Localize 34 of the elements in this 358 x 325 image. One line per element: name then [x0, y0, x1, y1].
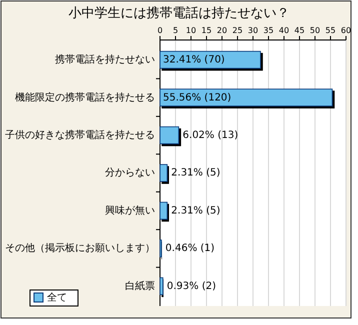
data-label: 2.31% (5) — [171, 168, 220, 179]
data-label: 0.46% (1) — [165, 243, 215, 254]
y-tick-label: 子供の好きな携帯電話を持たせる — [5, 129, 155, 142]
x-tick-label: 0 — [157, 26, 163, 35]
bar — [160, 126, 180, 144]
x-tick-label: 55 — [325, 26, 336, 35]
y-tick-label: 分からない — [105, 166, 155, 179]
x-tick-label: 5 — [172, 26, 178, 35]
data-label: 32.41% (70) — [163, 54, 225, 66]
chart-title: 小中学生には携帯電話は持たせない？ — [68, 6, 290, 21]
x-tick-label: 45 — [294, 26, 305, 35]
bar — [160, 277, 164, 296]
legend-label: 全て — [47, 292, 67, 304]
x-tick-label: 35 — [263, 26, 274, 35]
x-tick-label: 40 — [278, 26, 290, 35]
x-tick-label: 10 — [186, 26, 196, 35]
y-tick-label: 携帯電話を持たせない — [55, 54, 155, 66]
data-label: 55.56% (120) — [163, 92, 232, 104]
bar — [160, 202, 168, 220]
y-tick-label: 機能限定の携帯電話を持たせる — [15, 91, 155, 104]
bar — [160, 88, 333, 106]
x-tick-label: 60 — [340, 26, 352, 35]
y-tick-label: 興味が無い — [105, 204, 155, 216]
x-tick-label: 25 — [232, 26, 243, 35]
x-tick-label: 15 — [201, 26, 212, 35]
y-tick-label: 白紙票 — [125, 280, 155, 292]
x-tick-label: 20 — [216, 26, 228, 35]
x-tick-label: 50 — [310, 26, 320, 35]
x-tick-label: 30 — [248, 26, 258, 35]
y-tick-label: その他（掲示板にお願いします） — [5, 242, 155, 254]
data-label: 2.31% (5) — [171, 205, 220, 216]
data-label: 0.93% (2) — [166, 280, 216, 292]
bar — [160, 164, 168, 182]
data-label: 6.02% (13) — [182, 130, 238, 142]
